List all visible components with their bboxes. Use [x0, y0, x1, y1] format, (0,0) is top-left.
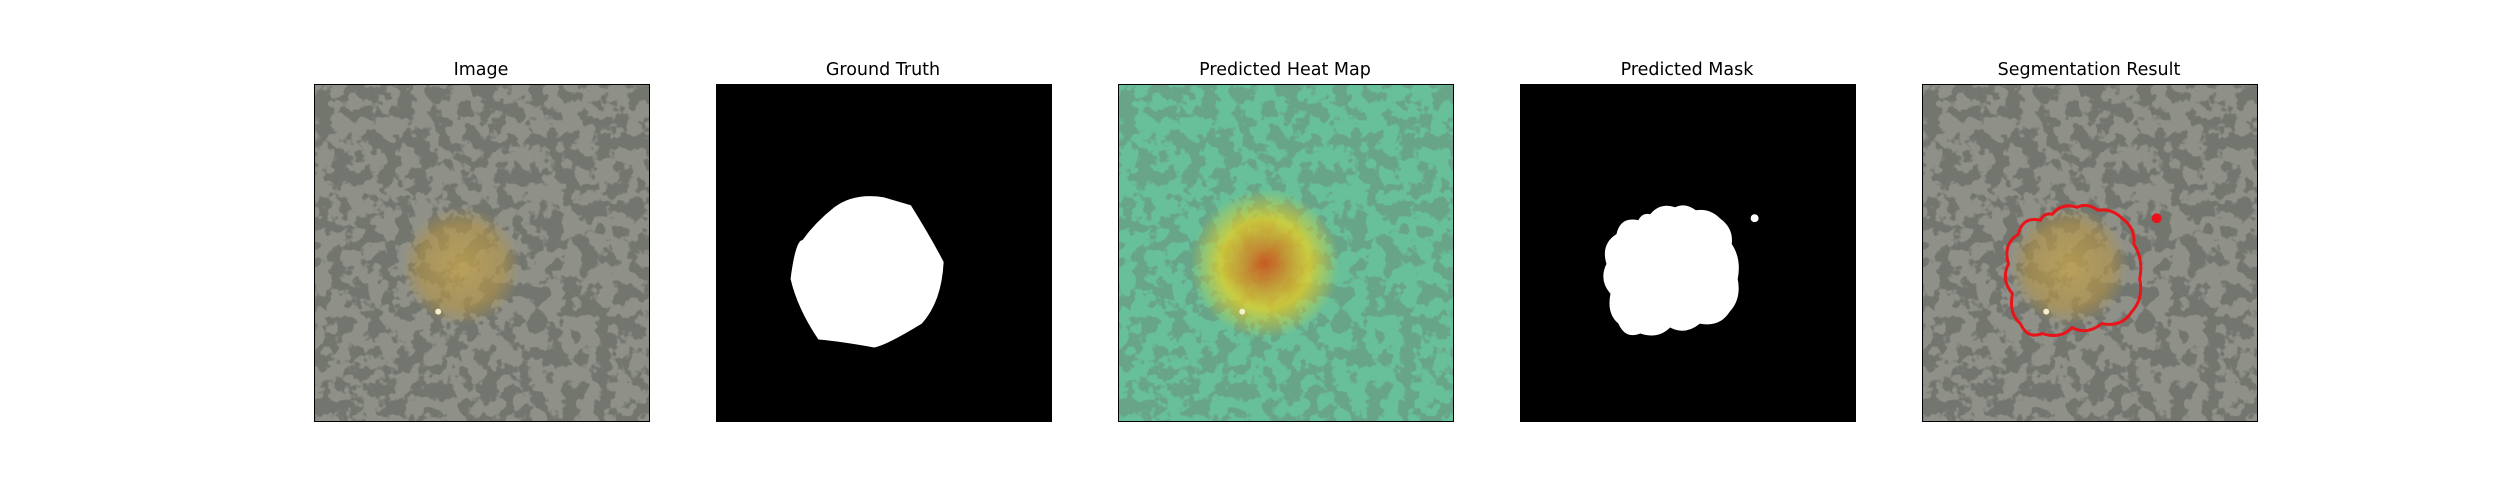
segmentation-contour	[2003, 203, 2143, 337]
panel-heat-map	[1118, 84, 1454, 422]
ground-truth-mask	[790, 196, 944, 348]
panel-segmentation	[1922, 84, 2258, 422]
panel-title-image: Image	[453, 60, 509, 80]
panel-title-heat-map: Predicted Heat Map	[1199, 60, 1371, 80]
predicted-mask-speck	[1750, 214, 1759, 223]
panel-mask	[1520, 84, 1856, 422]
panel-ground-truth	[716, 84, 1052, 422]
panel-image	[314, 84, 650, 422]
panel-title-ground-truth: Ground Truth	[825, 60, 941, 80]
segmentation-speck	[2151, 213, 2162, 224]
panel-title-segmentation: Segmentation Result	[1997, 60, 2181, 80]
panel-title-mask: Predicted Mask	[1620, 60, 1754, 80]
predicted-mask	[1603, 205, 1739, 336]
